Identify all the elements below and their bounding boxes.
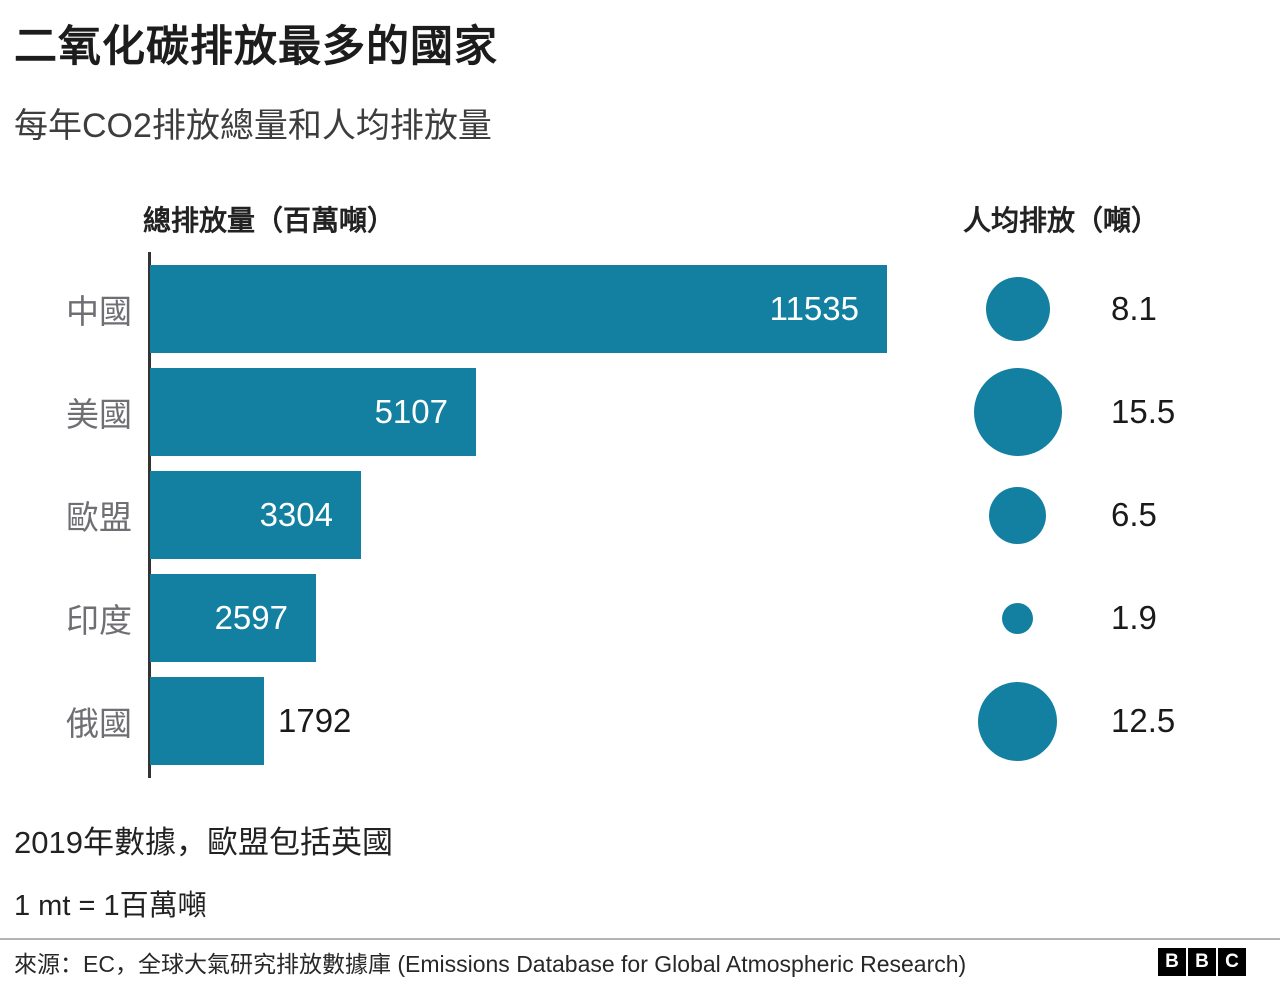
chart-subtitle: 每年CO2排放總量和人均排放量 [14, 107, 492, 145]
bar-value-label: 1792 [278, 702, 352, 739]
category-label: 美國 [66, 396, 132, 433]
per-capita-value-label: 1.9 [1111, 599, 1157, 636]
chart-row-eu: 歐盟 3304 6.5 [0, 471, 1280, 559]
bar-value-label: 5107 [374, 393, 448, 430]
per-capita-value-label: 12.5 [1111, 702, 1176, 739]
source-bar: 來源：EC，全球大氣研究排放數據庫 (Emissions Database fo… [0, 938, 1280, 984]
column-headers: 總排放量（百萬噸） 人均排放（噸） [0, 199, 1280, 239]
bbc-logo-letter: B [1158, 948, 1186, 976]
chart-title: 二氧化碳排放最多的國家 [14, 23, 498, 71]
bar-track: 3304 [150, 471, 930, 559]
bar-value-label: 2597 [214, 599, 288, 636]
bar-value-label: 3304 [259, 496, 333, 533]
chart-row-russia: 俄國 1792 12.5 [0, 677, 1280, 765]
per-capita-value-label: 8.1 [1111, 290, 1157, 327]
total-emissions-bar: 2597 [150, 574, 316, 662]
bbc-logo: B B C [1158, 948, 1246, 976]
per-capita-axis-title: 人均排放（噸） [963, 205, 1160, 236]
bubble-cell [930, 471, 1105, 559]
bar-track: 11535 [150, 265, 930, 353]
bar-value-label: 11535 [769, 290, 859, 327]
footnotes: 2019年數據，歐盟包括英國 1 mt = 1百萬噸 [14, 817, 1280, 924]
per-capita-value-label: 6.5 [1111, 496, 1157, 533]
bubble-cell [930, 368, 1105, 456]
source-attribution: 來源：EC，全球大氣研究排放數據庫 (Emissions Database fo… [14, 951, 967, 977]
bar-track: 2597 [150, 574, 930, 662]
per-capita-value-label: 15.5 [1111, 393, 1176, 430]
per-capita-bubble [1002, 602, 1033, 634]
category-label: 俄國 [66, 705, 132, 742]
bar-track: 1792 [150, 677, 930, 765]
per-capita-bubble [989, 486, 1046, 544]
bubble-cell [930, 677, 1105, 765]
bubble-cell [930, 265, 1105, 353]
bbc-logo-letter: C [1218, 948, 1246, 976]
per-capita-bubble [978, 681, 1057, 761]
bubble-cell [930, 574, 1105, 662]
per-capita-bubble [985, 277, 1050, 341]
per-capita-bubble [973, 368, 1062, 456]
total-emissions-bar: 5107 [150, 368, 476, 456]
total-emissions-bar: 11535 [150, 265, 887, 353]
chart-row-usa: 美國 5107 15.5 [0, 368, 1280, 456]
y-axis-line [148, 252, 151, 778]
total-emissions-bar: 1792 [150, 677, 351, 765]
bar-track: 5107 [150, 368, 930, 456]
category-label: 歐盟 [66, 499, 132, 536]
chart-row-china: 中國 11535 8.1 [0, 265, 1280, 353]
unit-note: 1 mt = 1百萬噸 [14, 890, 207, 922]
bbc-logo-letter: B [1188, 948, 1216, 976]
category-label: 中國 [66, 293, 132, 330]
total-emissions-axis-title: 總排放量（百萬噸） [143, 205, 396, 236]
chart-row-india: 印度 2597 1.9 [0, 574, 1280, 662]
category-label: 印度 [66, 602, 132, 639]
total-emissions-bar: 3304 [150, 471, 361, 559]
bar-chart: 中國 11535 8.1 美國 5107 15.5 [0, 252, 1280, 778]
data-year-note: 2019年數據，歐盟包括英國 [14, 825, 393, 860]
